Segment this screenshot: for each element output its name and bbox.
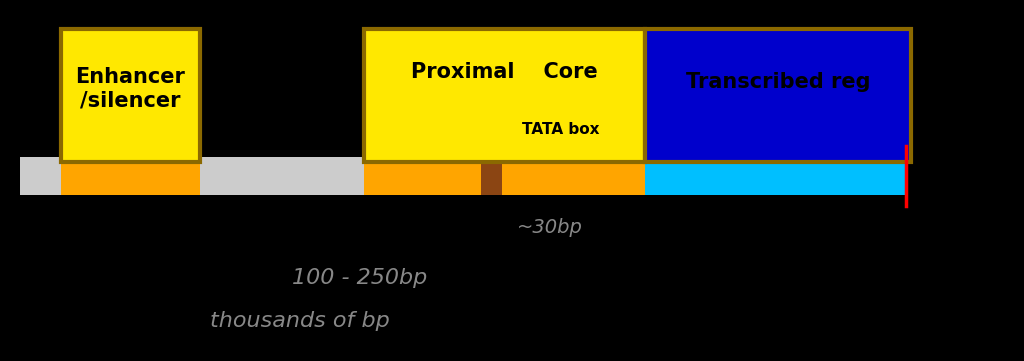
Text: TATA box: TATA box bbox=[522, 122, 599, 136]
Bar bbox=[61, 157, 200, 195]
Text: Transcribed reg: Transcribed reg bbox=[686, 72, 870, 92]
Bar bbox=[502, 157, 645, 195]
Text: thousands of bp: thousands of bp bbox=[210, 311, 390, 331]
Bar bbox=[364, 157, 481, 195]
Bar bbox=[200, 157, 364, 195]
Text: Proximal    Core: Proximal Core bbox=[411, 62, 598, 82]
Text: Enhancer
/silencer: Enhancer /silencer bbox=[76, 68, 185, 110]
Bar bbox=[61, 29, 200, 162]
Bar bbox=[481, 157, 502, 195]
Text: ~30bp: ~30bp bbox=[517, 218, 583, 237]
Text: 100 - 250bp: 100 - 250bp bbox=[292, 268, 427, 288]
Bar bbox=[364, 29, 645, 162]
Bar bbox=[20, 157, 61, 195]
Bar bbox=[645, 29, 911, 162]
Bar bbox=[645, 157, 906, 195]
